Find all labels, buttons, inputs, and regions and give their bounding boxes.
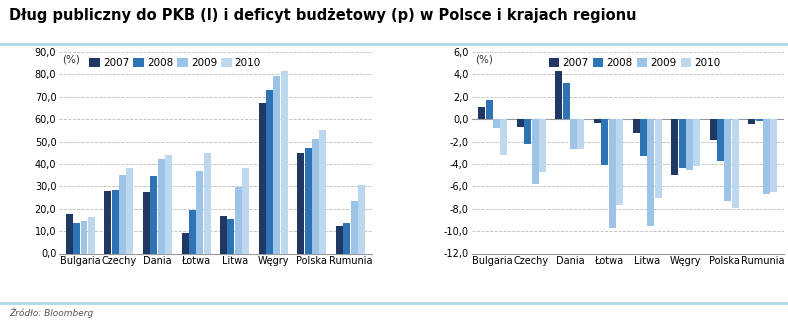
Bar bbox=[351, 201, 358, 254]
Bar bbox=[571, 119, 577, 150]
Bar bbox=[500, 119, 507, 155]
Legend: 2007, 2008, 2009, 2010: 2007, 2008, 2009, 2010 bbox=[86, 55, 264, 72]
Bar bbox=[485, 100, 492, 119]
Bar bbox=[717, 119, 724, 161]
Bar bbox=[478, 107, 485, 119]
Bar bbox=[266, 90, 273, 254]
Bar bbox=[655, 119, 662, 198]
Bar bbox=[281, 71, 288, 254]
Bar bbox=[524, 119, 531, 144]
Bar bbox=[578, 119, 585, 150]
Bar bbox=[119, 175, 126, 254]
Bar bbox=[763, 119, 770, 194]
Bar bbox=[563, 83, 570, 119]
Bar bbox=[647, 119, 654, 226]
Text: (%): (%) bbox=[62, 54, 80, 64]
Bar bbox=[73, 223, 80, 254]
Text: Dług publiczny do PKB (l) i deficyt budżetowy (p) w Polsce i krajach regionu: Dług publiczny do PKB (l) i deficyt budż… bbox=[9, 8, 637, 23]
Bar bbox=[671, 119, 678, 175]
Bar bbox=[633, 119, 640, 133]
Bar bbox=[539, 119, 546, 172]
Bar bbox=[724, 119, 731, 201]
Bar bbox=[640, 119, 647, 156]
Bar bbox=[678, 119, 686, 168]
Bar bbox=[358, 185, 365, 254]
Bar bbox=[601, 119, 608, 165]
Bar bbox=[616, 119, 623, 205]
Bar bbox=[693, 119, 701, 166]
Bar bbox=[228, 219, 235, 254]
Bar bbox=[493, 119, 500, 128]
Bar bbox=[517, 119, 524, 127]
Bar bbox=[126, 168, 133, 254]
Legend: 2007, 2008, 2009, 2010: 2007, 2008, 2009, 2010 bbox=[545, 55, 723, 72]
Text: Źródło: Bloomberg: Źródło: Bloomberg bbox=[9, 307, 94, 318]
Bar bbox=[686, 119, 693, 170]
Bar bbox=[242, 168, 249, 254]
Bar bbox=[181, 233, 188, 254]
Bar bbox=[105, 191, 111, 254]
Bar bbox=[203, 153, 210, 254]
Bar bbox=[771, 119, 777, 192]
Bar bbox=[235, 188, 242, 254]
Bar bbox=[532, 119, 538, 184]
Bar bbox=[80, 221, 87, 254]
Bar bbox=[112, 190, 119, 254]
Bar bbox=[556, 65, 563, 119]
Bar bbox=[756, 119, 763, 122]
Bar bbox=[305, 148, 311, 254]
Bar bbox=[151, 176, 158, 254]
Bar bbox=[165, 155, 172, 254]
Bar bbox=[749, 119, 756, 124]
Bar bbox=[312, 139, 319, 254]
Bar bbox=[732, 119, 738, 208]
Bar bbox=[258, 103, 266, 254]
Bar bbox=[220, 216, 227, 254]
Bar bbox=[87, 216, 95, 254]
Bar bbox=[608, 119, 615, 228]
Bar bbox=[158, 160, 165, 254]
Bar bbox=[319, 130, 326, 254]
Bar bbox=[336, 226, 343, 254]
Bar bbox=[273, 75, 281, 254]
Text: (%): (%) bbox=[474, 54, 492, 64]
Bar bbox=[196, 171, 203, 254]
Bar bbox=[189, 210, 196, 254]
Bar bbox=[344, 223, 350, 254]
Bar bbox=[297, 153, 304, 254]
Bar bbox=[143, 192, 150, 254]
Bar bbox=[710, 119, 717, 140]
Bar bbox=[594, 119, 601, 123]
Bar bbox=[66, 214, 72, 254]
